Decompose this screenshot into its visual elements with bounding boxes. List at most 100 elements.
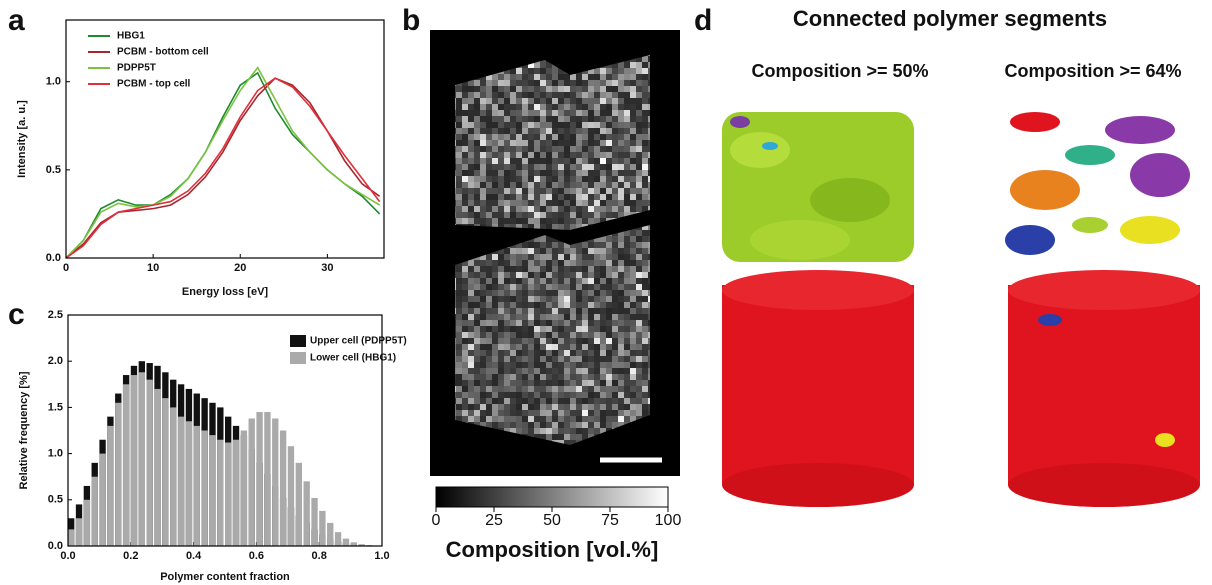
- texture-cell: [528, 290, 534, 296]
- texture-cell: [528, 248, 534, 254]
- texture-cell: [540, 290, 546, 296]
- texture-cell: [618, 158, 624, 164]
- texture-cell: [546, 290, 552, 296]
- texture-cell: [570, 440, 576, 445]
- texture-cell: [528, 260, 534, 266]
- texture-cell: [510, 164, 516, 170]
- texture-cell: [612, 404, 618, 410]
- texture-cell: [456, 296, 462, 302]
- texture-cell: [455, 170, 456, 176]
- texture-cell: [612, 80, 618, 86]
- texture-cell: [492, 254, 498, 260]
- texture-cell: [630, 362, 636, 368]
- texture-cell: [600, 326, 606, 332]
- texture-cell: [582, 158, 588, 164]
- texture-cell: [552, 380, 558, 386]
- texture-cell: [486, 422, 492, 428]
- texture-cell: [522, 374, 528, 380]
- texture-cell: [564, 188, 570, 194]
- texture-cell: [624, 158, 630, 164]
- texture-cell: [642, 62, 648, 68]
- texture-cell: [455, 86, 456, 92]
- texture-cell: [564, 314, 570, 320]
- texture-cell: [468, 404, 474, 410]
- texture-cell: [492, 344, 498, 350]
- texture-cell: [618, 230, 624, 236]
- texture-cell: [600, 176, 606, 182]
- texture-cell: [546, 122, 552, 128]
- texture-cell: [642, 152, 648, 158]
- texture-cell: [564, 86, 570, 92]
- texture-cell: [600, 410, 606, 416]
- texture-cell: [510, 68, 516, 74]
- texture-cell: [552, 386, 558, 392]
- texture-cell: [540, 278, 546, 284]
- texture-cell: [474, 212, 480, 218]
- texture-cell: [594, 146, 600, 152]
- texture-cell: [510, 218, 516, 224]
- texture-cell: [606, 284, 612, 290]
- texture-cell: [618, 152, 624, 158]
- texture-cell: [624, 176, 630, 182]
- texture-cell: [552, 152, 558, 158]
- texture-cell: [480, 80, 486, 86]
- texture-cell: [612, 278, 618, 284]
- texture-cell: [468, 98, 474, 104]
- texture-cell: [462, 398, 468, 404]
- texture-cell: [480, 272, 486, 278]
- texture-cell: [612, 284, 618, 290]
- texture-cell: [516, 338, 522, 344]
- texture-cell: [498, 416, 504, 422]
- texture-cell: [504, 404, 510, 410]
- texture-cell: [534, 326, 540, 332]
- texture-cell: [516, 308, 522, 314]
- texture-cell: [510, 332, 516, 338]
- texture-cell: [648, 392, 650, 398]
- texture-cell: [582, 404, 588, 410]
- texture-cell: [510, 296, 516, 302]
- texture-cell: [486, 398, 492, 404]
- texture-cell: [630, 416, 636, 422]
- texture-cell: [576, 140, 582, 146]
- texture-cell: [588, 428, 594, 434]
- texture-cell: [618, 356, 624, 362]
- texture-cell: [480, 380, 486, 386]
- texture-cell: [618, 308, 624, 314]
- texture-cell: [588, 398, 594, 404]
- texture-cell: [594, 92, 600, 98]
- texture-cell: [558, 224, 564, 230]
- texture-cell: [576, 284, 582, 290]
- texture-cell: [552, 206, 558, 212]
- texture-cell: [600, 98, 606, 104]
- texture-cell: [648, 188, 650, 194]
- texture-cell: [630, 236, 636, 242]
- texture-cell: [636, 62, 642, 68]
- texture-cell: [570, 338, 576, 344]
- texture-cell: [588, 92, 594, 98]
- texture-cell: [618, 104, 624, 110]
- texture-cell: [630, 86, 636, 92]
- texture-cell: [588, 326, 594, 332]
- texture-cell: [558, 260, 564, 266]
- texture-cell: [516, 272, 522, 278]
- texture-cell: [564, 248, 570, 254]
- texture-cell: [492, 212, 498, 218]
- texture-cell: [552, 80, 558, 86]
- texture-cell: [564, 362, 570, 368]
- histogram-bar: [303, 481, 310, 546]
- texture-cell: [606, 122, 612, 128]
- texture-cell: [504, 218, 510, 224]
- texture-cell: [636, 80, 642, 86]
- texture-cell: [546, 302, 552, 308]
- texture-cell: [636, 164, 642, 170]
- texture-cell: [594, 182, 600, 188]
- texture-cell: [480, 194, 486, 200]
- texture-cell: [546, 380, 552, 386]
- texture-cell: [480, 176, 486, 182]
- texture-cell: [642, 206, 648, 212]
- texture-cell: [492, 350, 498, 356]
- texture-cell: [498, 122, 504, 128]
- texture-cell: [642, 296, 648, 302]
- texture-cell: [468, 356, 474, 362]
- texture-cell: [546, 350, 552, 356]
